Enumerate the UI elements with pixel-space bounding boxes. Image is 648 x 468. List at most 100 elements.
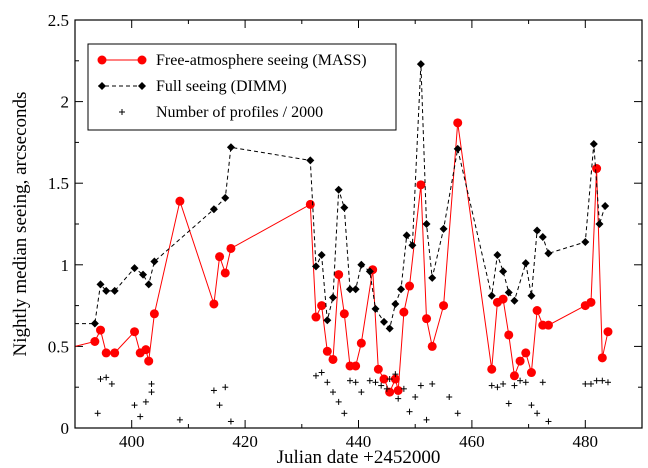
data-point (545, 418, 552, 425)
legend-item: Number of profiles / 2000 (119, 104, 323, 121)
data-point (527, 291, 536, 300)
data-point (358, 389, 365, 396)
data-point (592, 164, 602, 174)
data-point (515, 356, 525, 366)
data-point (412, 393, 419, 400)
data-point (597, 353, 607, 363)
legend-marker (98, 82, 106, 90)
data-point (383, 385, 390, 392)
data-point (210, 387, 217, 394)
data-point (328, 354, 338, 364)
data-point (582, 380, 589, 387)
data-point (534, 410, 541, 417)
data-point (341, 410, 348, 417)
data-point (317, 301, 327, 311)
data-point (439, 301, 449, 311)
data-point (517, 377, 524, 384)
data-point (400, 385, 407, 392)
legend: Free-atmosphere seeing (MASS) Full seeing… (87, 43, 397, 131)
data-point (209, 205, 218, 214)
data-point (351, 285, 360, 294)
data-point (94, 410, 101, 417)
data-point (422, 220, 431, 228)
data-point (90, 319, 99, 328)
series-0 (75, 118, 613, 397)
data-point (339, 309, 349, 319)
data-point (305, 199, 315, 209)
data-point (323, 316, 332, 325)
data-point (521, 259, 530, 268)
data-point (493, 251, 502, 260)
data-point (416, 180, 426, 190)
data-point (103, 374, 110, 381)
y-axis-title: Nightly median seeing, arcseconds (10, 92, 31, 357)
data-point (148, 380, 155, 387)
x-tick-label: 480 (573, 432, 599, 451)
data-point (604, 379, 611, 386)
data-point (137, 413, 144, 420)
data-point (148, 389, 155, 396)
data-point (487, 291, 496, 300)
data-point (454, 410, 461, 417)
data-point (428, 273, 437, 282)
data-point (318, 369, 325, 376)
y-tick-label: 1 (61, 256, 70, 275)
y-tick-label: 2 (61, 93, 70, 112)
data-point (393, 385, 403, 395)
data-point (416, 60, 425, 69)
data-point (487, 364, 497, 374)
data-point (227, 418, 234, 425)
data-point (144, 280, 153, 289)
data-point (488, 382, 495, 389)
data-point (544, 249, 553, 258)
data-point (141, 345, 151, 355)
data-point (429, 380, 436, 387)
data-point (453, 144, 462, 153)
data-point (90, 337, 100, 347)
data-point (311, 312, 321, 322)
data-point (581, 237, 590, 246)
data-point (538, 233, 547, 242)
data-point (500, 380, 507, 387)
data-point (589, 140, 598, 149)
data-point (311, 262, 320, 271)
data-point (603, 327, 613, 337)
data-point (395, 395, 402, 402)
data-point (328, 293, 337, 302)
data-point (340, 203, 349, 212)
data-point (406, 408, 413, 415)
data-point (385, 324, 394, 333)
data-point (176, 416, 183, 423)
data-point (439, 224, 448, 233)
data-point (494, 384, 501, 391)
data-point (499, 267, 508, 276)
data-point (306, 156, 315, 165)
data-point (322, 346, 332, 356)
y-tick-label: 0 (61, 419, 70, 438)
plot-series (75, 60, 613, 425)
plot-frame (74, 19, 643, 429)
data-point (97, 376, 104, 383)
data-point (221, 193, 230, 202)
legend-item: Full seeing (DIMM) (98, 78, 287, 95)
data-point (526, 368, 536, 378)
legend-item: Free-atmosphere seeing (MASS) (97, 52, 367, 69)
data-point (96, 325, 106, 335)
x-tick-label: 460 (459, 432, 485, 451)
legend-marker (138, 82, 146, 90)
data-point (405, 281, 415, 291)
data-point (386, 376, 393, 383)
data-point (509, 371, 519, 381)
data-point (139, 270, 148, 279)
data-point (379, 374, 389, 384)
data-point (226, 143, 235, 152)
data-point (371, 304, 380, 313)
series-2 (94, 369, 611, 425)
data-point (427, 341, 437, 351)
data-point (142, 398, 149, 405)
data-point (397, 285, 406, 294)
legend-marker (97, 55, 107, 65)
y-tick-label: 1.5 (48, 174, 69, 193)
data-point (108, 380, 115, 387)
data-point (334, 185, 343, 194)
